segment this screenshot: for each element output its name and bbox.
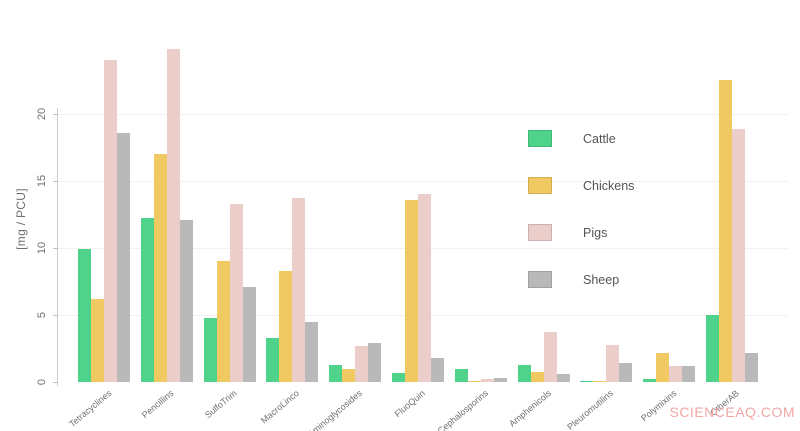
bar-pigs-fluoquin <box>417 194 431 382</box>
bar-sheep-polymixins <box>682 365 696 382</box>
legend-item-cattle: Cattle <box>528 130 634 147</box>
bar-chickens-fluoquin <box>404 199 418 382</box>
x-axis-label-aminoglycosides: Aminoglycosides <box>306 388 365 431</box>
x-axis-label-pencillins: Pencillins <box>140 388 176 421</box>
y-axis-line <box>57 108 58 386</box>
legend: Cattle Chickens Pigs Sheep <box>528 130 634 318</box>
bar-sheep-cephalosporins <box>493 377 507 382</box>
bar-cattle-macrolinco <box>266 337 280 382</box>
bar-group-aminoglycosides: Aminoglycosides <box>306 343 382 431</box>
y-tick-5 <box>53 314 58 316</box>
bar-chickens-pleuromutilins <box>593 381 607 382</box>
y-tick-label-10: 10 <box>36 241 48 254</box>
legend-item-chickens: Chickens <box>528 177 634 194</box>
bar-cattle-amphenicols <box>517 364 531 382</box>
bar-pigs-amphenicols <box>543 332 557 382</box>
legend-label-chickens: Chickens <box>583 178 635 193</box>
bar-pigs-tetracyclines <box>104 60 117 382</box>
bar-pigs-aminoglycosides <box>355 345 369 382</box>
legend-label-pigs: Pigs <box>583 225 608 240</box>
bar-chickens-amphenicols <box>530 371 544 382</box>
bar-sheep-tetracyclines <box>117 132 130 382</box>
watermark: SCIENCEAQ.COM <box>669 404 795 420</box>
bar-sheep-fluoquin <box>430 357 444 382</box>
legend-item-pigs: Pigs <box>528 224 634 241</box>
bar-cattle-pencillins <box>140 218 154 382</box>
bar-groups: Tetracyclines Pencillins SulfoTrim MacroLin… <box>58 40 788 431</box>
x-axis-label-macrolinco: MacroLinco <box>259 388 302 426</box>
bar-pigs-pleuromutilins <box>606 345 620 382</box>
bar-group-pleuromutilins: Pleuromutilins <box>566 345 633 431</box>
bar-cattle-fluoquin <box>391 372 405 382</box>
y-tick-label-0: 0 <box>36 378 48 386</box>
bar-cattle-cephalosporins <box>454 368 468 382</box>
bar-pigs-otherab <box>731 128 745 382</box>
x-axis-label-pleuromutilins: Pleuromutilins <box>565 388 616 431</box>
bar-group-pencillins: Pencillins <box>140 49 193 420</box>
gridline-y-15 <box>58 180 788 182</box>
bar-sheep-otherab <box>744 352 758 382</box>
bar-group-macrolinco: MacroLinco <box>259 198 319 426</box>
bar-chickens-aminoglycosides <box>342 368 356 382</box>
legend-swatch-sheep <box>528 271 552 288</box>
gridline-y-20 <box>58 113 788 115</box>
bar-sheep-pleuromutilins <box>619 363 633 382</box>
bar-group-amphenicols: Amphenicols <box>507 332 570 429</box>
y-tick-label-15: 15 <box>36 174 48 187</box>
legend-label-sheep: Sheep <box>583 272 620 287</box>
bar-group-sulfotrim: SulfoTrim <box>203 203 256 420</box>
y-axis-title: [mg / PCU] <box>14 188 28 250</box>
legend-swatch-chickens <box>528 177 552 194</box>
legend-label-cattle: Cattle <box>583 131 616 146</box>
x-axis-label-cephalosporins: Cephalosporins <box>435 388 490 431</box>
bar-cattle-tetracyclines <box>78 249 91 382</box>
bar-cattle-sulfotrim <box>203 317 217 382</box>
y-tick-0 <box>53 382 58 383</box>
y-tick-label-5: 5 <box>36 311 48 318</box>
x-axis-label-fluoquin: FluoQuin <box>392 388 428 420</box>
y-tick-10 <box>53 247 58 249</box>
bar-chickens-otherab <box>718 80 732 382</box>
bar-sheep-sulfotrim <box>242 286 256 382</box>
y-tick-20 <box>53 113 58 115</box>
legend-swatch-cattle <box>528 130 552 147</box>
bar-pigs-pencillins <box>166 49 180 382</box>
bar-chickens-macrolinco <box>279 270 293 382</box>
bar-cattle-polymixins <box>643 379 657 382</box>
bar-cattle-pleuromutilins <box>580 381 594 382</box>
bar-sheep-aminoglycosides <box>368 343 382 382</box>
y-tick-15 <box>53 180 58 182</box>
bar-group-fluoquin: FluoQuin <box>391 194 444 419</box>
bar-group-tetracyclines: Tetracyclines <box>67 60 130 429</box>
plot-area: 0 5 10 15 20 Tetracyclines Pencillins SulfoTri… <box>36 40 788 431</box>
legend-item-sheep: Sheep <box>528 271 634 288</box>
bar-pigs-macrolinco <box>292 198 306 382</box>
bar-chickens-sulfotrim <box>216 261 230 382</box>
bar-pigs-polymixins <box>669 365 683 382</box>
bar-cattle-otherab <box>705 314 719 382</box>
bar-chickens-pencillins <box>153 154 167 382</box>
bar-group-cephalosporins: Cephalosporins <box>435 368 507 431</box>
legend-swatch-pigs <box>528 224 552 241</box>
bar-chickens-polymixins <box>656 352 670 382</box>
y-tick-label-20: 20 <box>36 107 48 120</box>
bar-pigs-sulfotrim <box>229 203 243 382</box>
x-axis-label-sulfotrim: SulfoTrim <box>202 388 239 421</box>
bar-chickens-tetracyclines <box>91 298 104 382</box>
x-axis-label-amphenicols: Amphenicols <box>506 388 553 429</box>
bar-pigs-cephalosporins <box>480 379 494 382</box>
bar-sheep-pencillins <box>179 219 193 382</box>
bar-sheep-amphenicols <box>556 373 570 382</box>
bar-group-otherab: OtherAB <box>705 80 758 418</box>
bar-group-polymixins: Polymixins <box>639 352 696 423</box>
bar-cattle-aminoglycosides <box>329 364 343 382</box>
x-axis-label-tetracyclines: Tetracyclines <box>66 388 114 430</box>
bar-sheep-macrolinco <box>305 321 319 382</box>
bar-chickens-cephalosporins <box>467 380 481 382</box>
